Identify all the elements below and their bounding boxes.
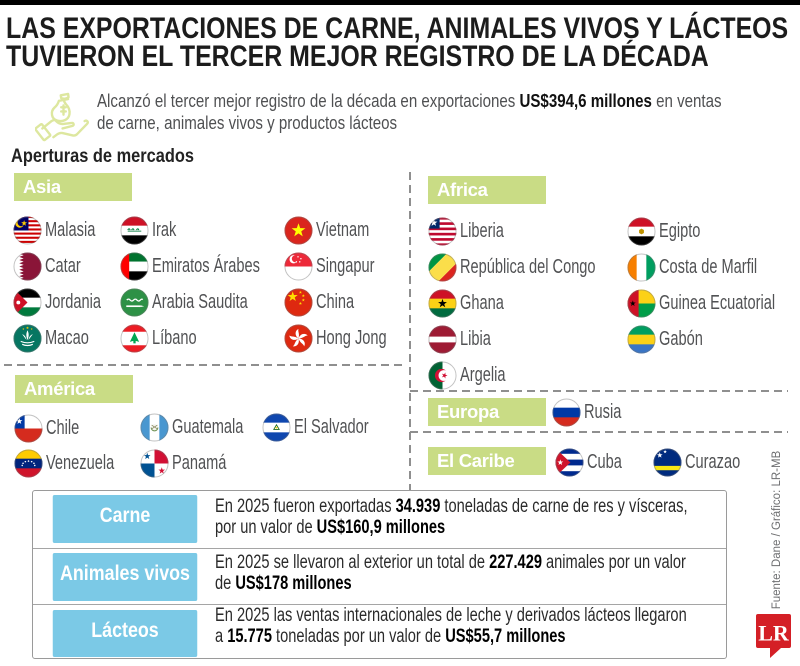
svg-text:LR: LR	[758, 621, 790, 646]
